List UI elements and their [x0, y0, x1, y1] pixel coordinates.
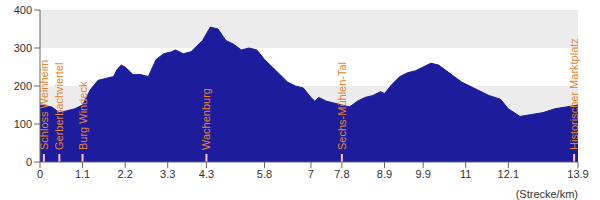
svg-text:300: 300: [14, 42, 32, 54]
svg-text:400: 400: [14, 4, 32, 16]
svg-text:7.8: 7.8: [334, 168, 349, 180]
svg-text:0: 0: [26, 156, 32, 168]
svg-text:200: 200: [14, 80, 32, 92]
svg-text:12.1: 12.1: [498, 168, 519, 180]
svg-text:7: 7: [308, 168, 314, 180]
svg-text:Gerberbachviertel: Gerberbachviertel: [53, 63, 65, 150]
svg-text:0: 0: [37, 168, 43, 180]
svg-text:1.1: 1.1: [75, 168, 90, 180]
svg-text:Burg Windeck: Burg Windeck: [77, 81, 89, 150]
svg-text:9.9: 9.9: [416, 168, 431, 180]
svg-text:Historischer Marktplatz: Historischer Marktplatz: [568, 38, 580, 150]
svg-text:8.9: 8.9: [377, 168, 392, 180]
svg-text:Sechs-Mühlen-Tal: Sechs-Mühlen-Tal: [336, 62, 348, 150]
svg-text:(Strecke/km): (Strecke/km): [516, 188, 578, 200]
svg-text:Schloss Weinheim: Schloss Weinheim: [37, 59, 50, 150]
svg-text:2.2: 2.2: [118, 168, 133, 180]
svg-text:3.3: 3.3: [160, 168, 175, 180]
svg-text:5.8: 5.8: [257, 168, 272, 180]
svg-text:13.9: 13.9: [567, 168, 588, 180]
svg-text:11: 11: [460, 168, 471, 180]
svg-text:100: 100: [14, 118, 32, 130]
svg-text:Wachenburg: Wachenburg: [200, 88, 212, 150]
svg-text:4.3: 4.3: [199, 168, 214, 180]
